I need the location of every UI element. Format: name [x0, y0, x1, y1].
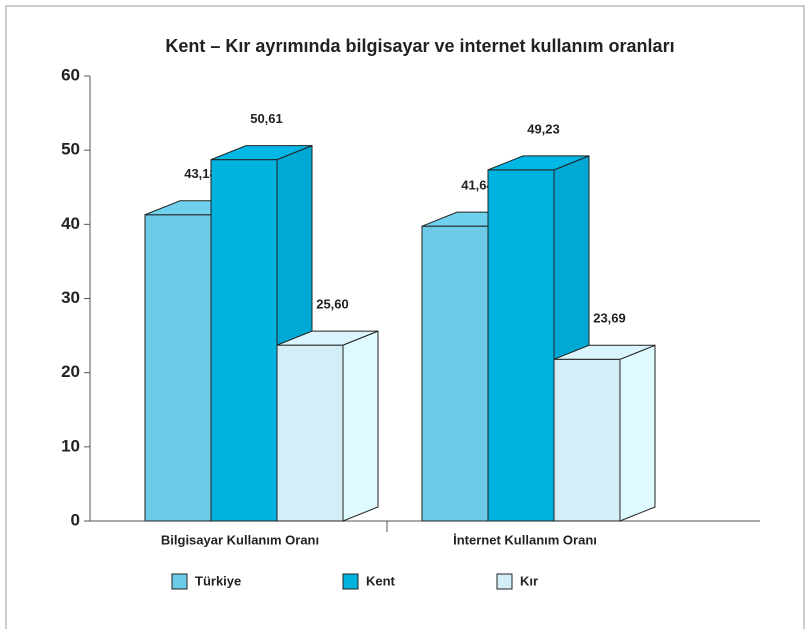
legend-swatch	[496, 573, 513, 590]
bar-top	[276, 330, 379, 346]
bar-top	[553, 344, 656, 360]
x-tick-label: İnternet Kullanım Oranı	[453, 532, 597, 547]
bar-top	[487, 155, 590, 171]
legend-swatch	[342, 573, 359, 590]
y-tick-label: 10	[61, 436, 80, 455]
data-label: 41,64	[461, 178, 494, 193]
x-tick-label: Bilgisayar Kullanım Oranı	[161, 532, 319, 547]
legend-label: Türkiye	[195, 573, 241, 588]
chart-title: Kent – Kır ayrımında bilgisayar ve inter…	[165, 36, 674, 56]
bar-front	[487, 169, 555, 522]
y-tick-label: 20	[61, 362, 80, 381]
bar-top	[210, 145, 313, 161]
legend-label: Kent	[366, 573, 396, 588]
y-tick-label: 30	[61, 288, 80, 307]
data-label: 23,69	[593, 311, 626, 326]
y-tick-label: 40	[61, 214, 80, 233]
bar-front	[553, 358, 621, 522]
bar-side	[619, 344, 656, 522]
data-label: 49,23	[527, 121, 560, 136]
frame	[5, 5, 805, 629]
y-tick-label: 0	[71, 510, 80, 529]
bar-front	[421, 225, 489, 522]
bar-front	[144, 214, 212, 522]
data-label: 43,18	[184, 166, 217, 181]
legend-swatch	[171, 573, 188, 590]
bar-front	[276, 344, 344, 522]
data-label: 50,61	[250, 111, 283, 126]
y-tick-label: 60	[61, 65, 80, 84]
y-tick-label: 50	[61, 140, 80, 159]
bar-front	[210, 159, 278, 522]
legend-label: Kır	[520, 573, 538, 588]
data-label: 25,60	[316, 297, 349, 312]
bar-side	[342, 330, 379, 522]
